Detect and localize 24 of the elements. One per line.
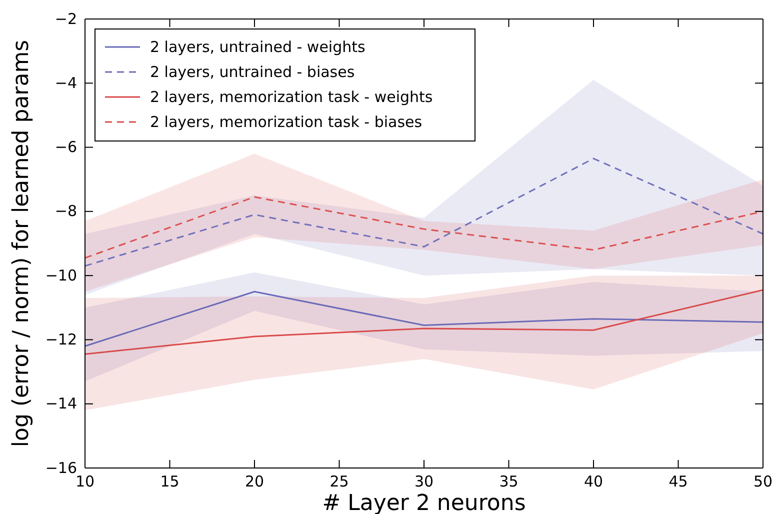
legend-label: 2 layers, untrained - weights bbox=[150, 38, 366, 56]
legend-label: 2 layers, memorization task - weights bbox=[150, 88, 433, 106]
x-tick-label: 15 bbox=[160, 472, 180, 491]
y-tick-label: −12 bbox=[45, 330, 77, 349]
y-tick-label: −6 bbox=[54, 138, 77, 156]
y-tick-label: −4 bbox=[54, 74, 77, 92]
y-tick-label: −16 bbox=[45, 458, 77, 477]
x-tick-label: 20 bbox=[244, 472, 264, 491]
line-series bbox=[84, 196, 764, 259]
y-tick-label: −10 bbox=[45, 266, 77, 284]
x-tick-label: 40 bbox=[584, 472, 604, 491]
y-tick-label: −14 bbox=[45, 394, 77, 413]
y-tick-label: −8 bbox=[54, 202, 77, 220]
legend-label: 2 layers, untrained - biases bbox=[150, 63, 355, 81]
legend-label: 2 layers, memorization task - biases bbox=[150, 113, 422, 131]
x-tick-label: 10 bbox=[75, 472, 95, 491]
y-tick-label: −2 bbox=[54, 10, 77, 28]
x-tick-label: 30 bbox=[414, 472, 434, 491]
y-axis-title: log (error / norm) for learned params bbox=[9, 40, 34, 448]
line-series bbox=[84, 158, 764, 267]
x-tick-label: 50 bbox=[753, 472, 773, 491]
x-tick-label: 25 bbox=[330, 472, 349, 491]
x-tick-label: 35 bbox=[499, 472, 518, 491]
x-tick-label: 45 bbox=[668, 472, 688, 491]
